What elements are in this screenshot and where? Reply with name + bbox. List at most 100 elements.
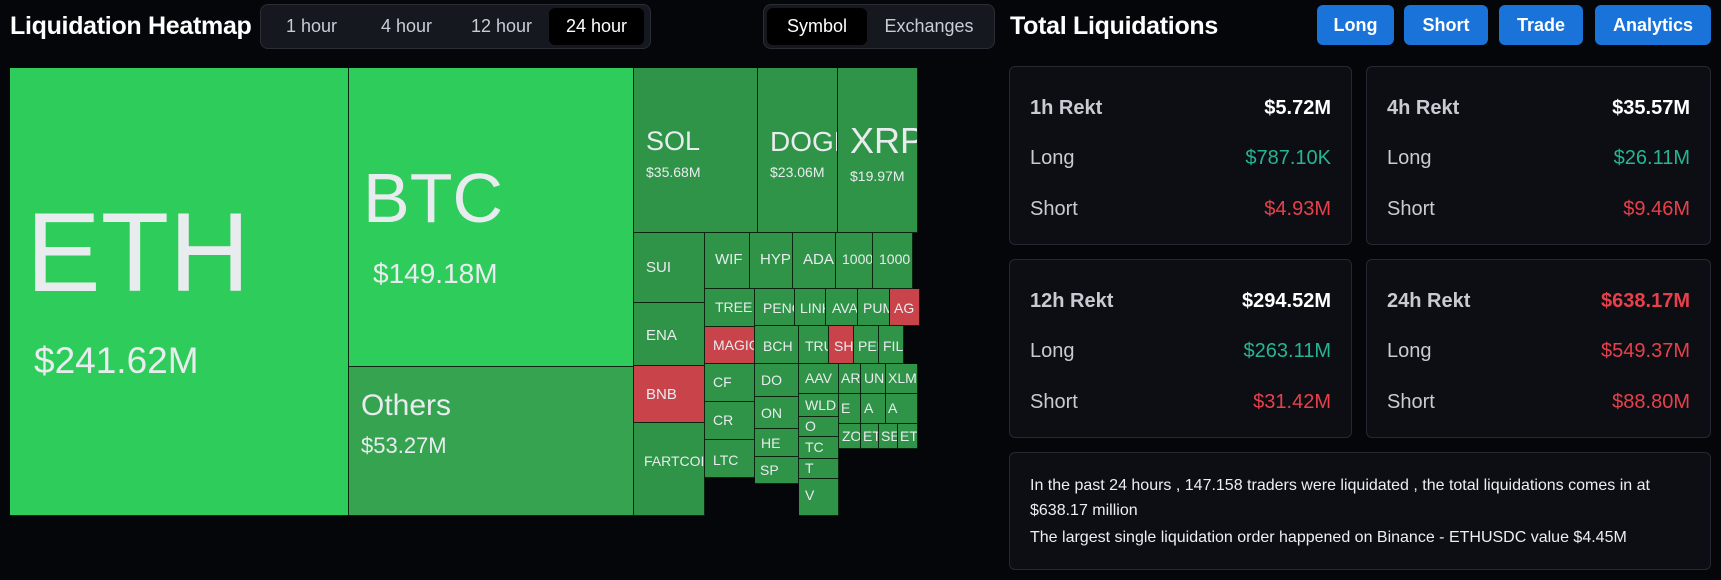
rekt-period: 4h Rekt bbox=[1387, 97, 1460, 119]
tile-symbol: E bbox=[841, 400, 851, 416]
rekt-total-row: 12h Rekt $294.52M bbox=[1030, 290, 1331, 313]
tile-symbol: SHM bbox=[834, 338, 854, 354]
tab-symbol[interactable]: Symbol bbox=[767, 8, 867, 45]
rekt-period: 24h Rekt bbox=[1387, 290, 1471, 312]
rekt-long-label: Long bbox=[1030, 147, 1075, 169]
heatmap-tile-zo[interactable]: ZO bbox=[839, 424, 861, 449]
tab-1-hour[interactable]: 1 hour bbox=[285, 16, 338, 36]
tile-symbol: FIL bbox=[883, 338, 904, 354]
rekt-long-value: $263.11M bbox=[1243, 340, 1331, 362]
heatmap-tile-sui[interactable]: SUI bbox=[634, 233, 705, 303]
heatmap-tile-1000[interactable]: 1000 bbox=[836, 233, 873, 289]
heatmap-tile-xrp[interactable]: XRP $19.97M bbox=[838, 68, 918, 233]
tile-symbol: HYPE bbox=[760, 251, 792, 268]
tile-symbol: SUI bbox=[646, 259, 672, 276]
heatmap-tile-a[interactable]: A bbox=[886, 394, 918, 424]
tile-symbol: LINK bbox=[800, 300, 825, 316]
heatmap-tile-ltc[interactable]: LTC bbox=[705, 440, 755, 478]
short-button[interactable]: Short bbox=[1404, 5, 1488, 45]
tile-symbol: CF bbox=[713, 374, 732, 390]
tile-symbol: AVAX bbox=[832, 300, 858, 316]
heatmap-tile-magic[interactable]: MAGIC bbox=[705, 327, 755, 364]
heatmap-tile-ada[interactable]: ADA bbox=[793, 233, 836, 289]
heatmap-tile-do[interactable]: DO bbox=[755, 364, 799, 397]
analytics-button[interactable]: Analytics bbox=[1595, 5, 1711, 45]
heatmap-tile-e[interactable]: E bbox=[839, 394, 861, 424]
heatmap-tile-bch[interactable]: BCH bbox=[755, 326, 799, 364]
tab-exchanges[interactable]: Exchanges bbox=[884, 16, 974, 36]
rekt-total-row: 4h Rekt $35.57M bbox=[1387, 97, 1690, 120]
heatmap-tile-a[interactable]: A bbox=[861, 394, 886, 424]
rekt-total-value: $638.17M bbox=[1601, 290, 1690, 312]
heatmap-tile-et[interactable]: ET bbox=[861, 424, 879, 449]
heatmap-tile-cr[interactable]: CR bbox=[705, 402, 755, 440]
tile-symbol: SE bbox=[881, 428, 898, 444]
heatmap-tile-fartcoin[interactable]: FARTCOIN bbox=[634, 423, 705, 516]
tile-symbol: PENG bbox=[763, 300, 794, 316]
long-button[interactable]: Long bbox=[1317, 5, 1394, 45]
rekt-card-12h: 12h Rekt $294.52M Long $263.11M Short $31.4… bbox=[1009, 259, 1352, 438]
heatmap-tile-ena[interactable]: ENA bbox=[634, 303, 705, 366]
heatmap-tile-uni[interactable]: UNI bbox=[861, 364, 886, 394]
summary-line-2: The largest single liquidation order hap… bbox=[1030, 529, 1627, 546]
rekt-card-4h: 4h Rekt $35.57M Long $26.11M Short $9.46M bbox=[1366, 66, 1711, 245]
heatmap-tile-et[interactable]: ET bbox=[898, 424, 918, 449]
tile-symbol: ADA bbox=[803, 251, 834, 268]
rekt-long-label: Long bbox=[1387, 147, 1432, 169]
heatmap-tile-se[interactable]: SE bbox=[879, 424, 898, 449]
heatmap-tile-hype[interactable]: HYPE bbox=[750, 233, 793, 289]
heatmap-tile-arb[interactable]: ARB bbox=[839, 364, 861, 394]
heatmap-tile-xlm[interactable]: XLM bbox=[886, 364, 918, 394]
heatmap-tile-fil[interactable]: FIL bbox=[879, 326, 904, 364]
heatmap-tile-tc[interactable]: TC bbox=[799, 437, 839, 459]
heatmap-tile-pum[interactable]: PUM bbox=[858, 289, 890, 326]
tile-symbol: ARB bbox=[841, 370, 861, 386]
tab-24-hour[interactable]: 24 hour bbox=[549, 8, 644, 45]
tile-symbol: TREE bbox=[715, 299, 753, 315]
heatmap-tile-t[interactable]: T bbox=[799, 459, 839, 479]
heatmap-tile-bnb[interactable]: BNB bbox=[634, 366, 705, 423]
heatmap-tile-btc[interactable]: BTC $149.18M bbox=[349, 68, 634, 367]
heatmap-tile-cf[interactable]: CF bbox=[705, 364, 755, 402]
tile-symbol: Others bbox=[361, 389, 452, 422]
heatmap-tile-sp[interactable]: SP bbox=[755, 457, 799, 484]
heatmap-tile-ag[interactable]: AG bbox=[890, 289, 920, 326]
tile-symbol: ETH bbox=[26, 190, 250, 315]
heatmap-tile-shm[interactable]: SHM bbox=[829, 326, 854, 364]
liquidation-summary: In the past 24 hours , 147.158 traders w… bbox=[1009, 452, 1711, 570]
heatmap-tile-o[interactable]: O bbox=[799, 417, 839, 437]
tile-symbol: AAV bbox=[805, 370, 832, 386]
heatmap-tile-trum[interactable]: TRUM bbox=[799, 326, 829, 364]
view-mode-selector: Symbol Exchanges bbox=[763, 4, 995, 49]
rekt-short-value: $9.46M bbox=[1623, 198, 1690, 220]
heatmap-tile-tree[interactable]: TREE bbox=[705, 289, 755, 327]
heatmap-tile-aav[interactable]: AAV bbox=[799, 364, 839, 394]
heatmap-tile-avax[interactable]: AVAX bbox=[826, 289, 858, 326]
heatmap-tile-eth[interactable]: ETH $241.62M bbox=[10, 68, 349, 516]
heatmap-tile-1000[interactable]: 1000 bbox=[873, 233, 913, 289]
tab-4-hour[interactable]: 4 hour bbox=[380, 16, 433, 36]
rekt-card-24h: 24h Rekt $638.17M Long $549.37M Short $88.8… bbox=[1366, 259, 1711, 438]
heatmap-tile-sol[interactable]: SOL $35.68M bbox=[634, 68, 758, 233]
tab-12-hour[interactable]: 12 hour bbox=[470, 16, 533, 36]
rekt-period: 12h Rekt bbox=[1030, 290, 1114, 312]
heatmap-tile-on[interactable]: ON bbox=[755, 397, 799, 429]
heatmap-tile-wif[interactable]: WIF bbox=[705, 233, 750, 289]
tile-symbol: BNB bbox=[646, 386, 677, 403]
tile-symbol: ZO bbox=[842, 428, 861, 444]
heatmap-tile-pepe[interactable]: PEPE bbox=[854, 326, 879, 364]
heatmap-tile-doge[interactable]: DOGE $23.06M bbox=[758, 68, 838, 233]
heatmap-tile-v[interactable]: V bbox=[799, 479, 839, 516]
tile-symbol: ON bbox=[761, 405, 782, 421]
trade-button[interactable]: Trade bbox=[1499, 5, 1583, 45]
heatmap-title: Liquidation Heatmap bbox=[10, 12, 252, 40]
tile-symbol: XLM bbox=[888, 370, 917, 386]
heatmap-tile-peng[interactable]: PENG bbox=[755, 289, 795, 326]
summary-line-1: In the past 24 hours , 147.158 traders w… bbox=[1030, 477, 1650, 519]
rekt-short-row: Short $31.42M bbox=[1030, 391, 1331, 414]
heatmap-tile-link[interactable]: LINK bbox=[795, 289, 826, 326]
heatmap-tile-he[interactable]: HE bbox=[755, 429, 799, 457]
tile-symbol: PEPE bbox=[858, 338, 878, 354]
heatmap-tile-wld[interactable]: WLD bbox=[799, 394, 839, 417]
heatmap-tile-others[interactable]: Others $53.27M bbox=[349, 367, 634, 516]
